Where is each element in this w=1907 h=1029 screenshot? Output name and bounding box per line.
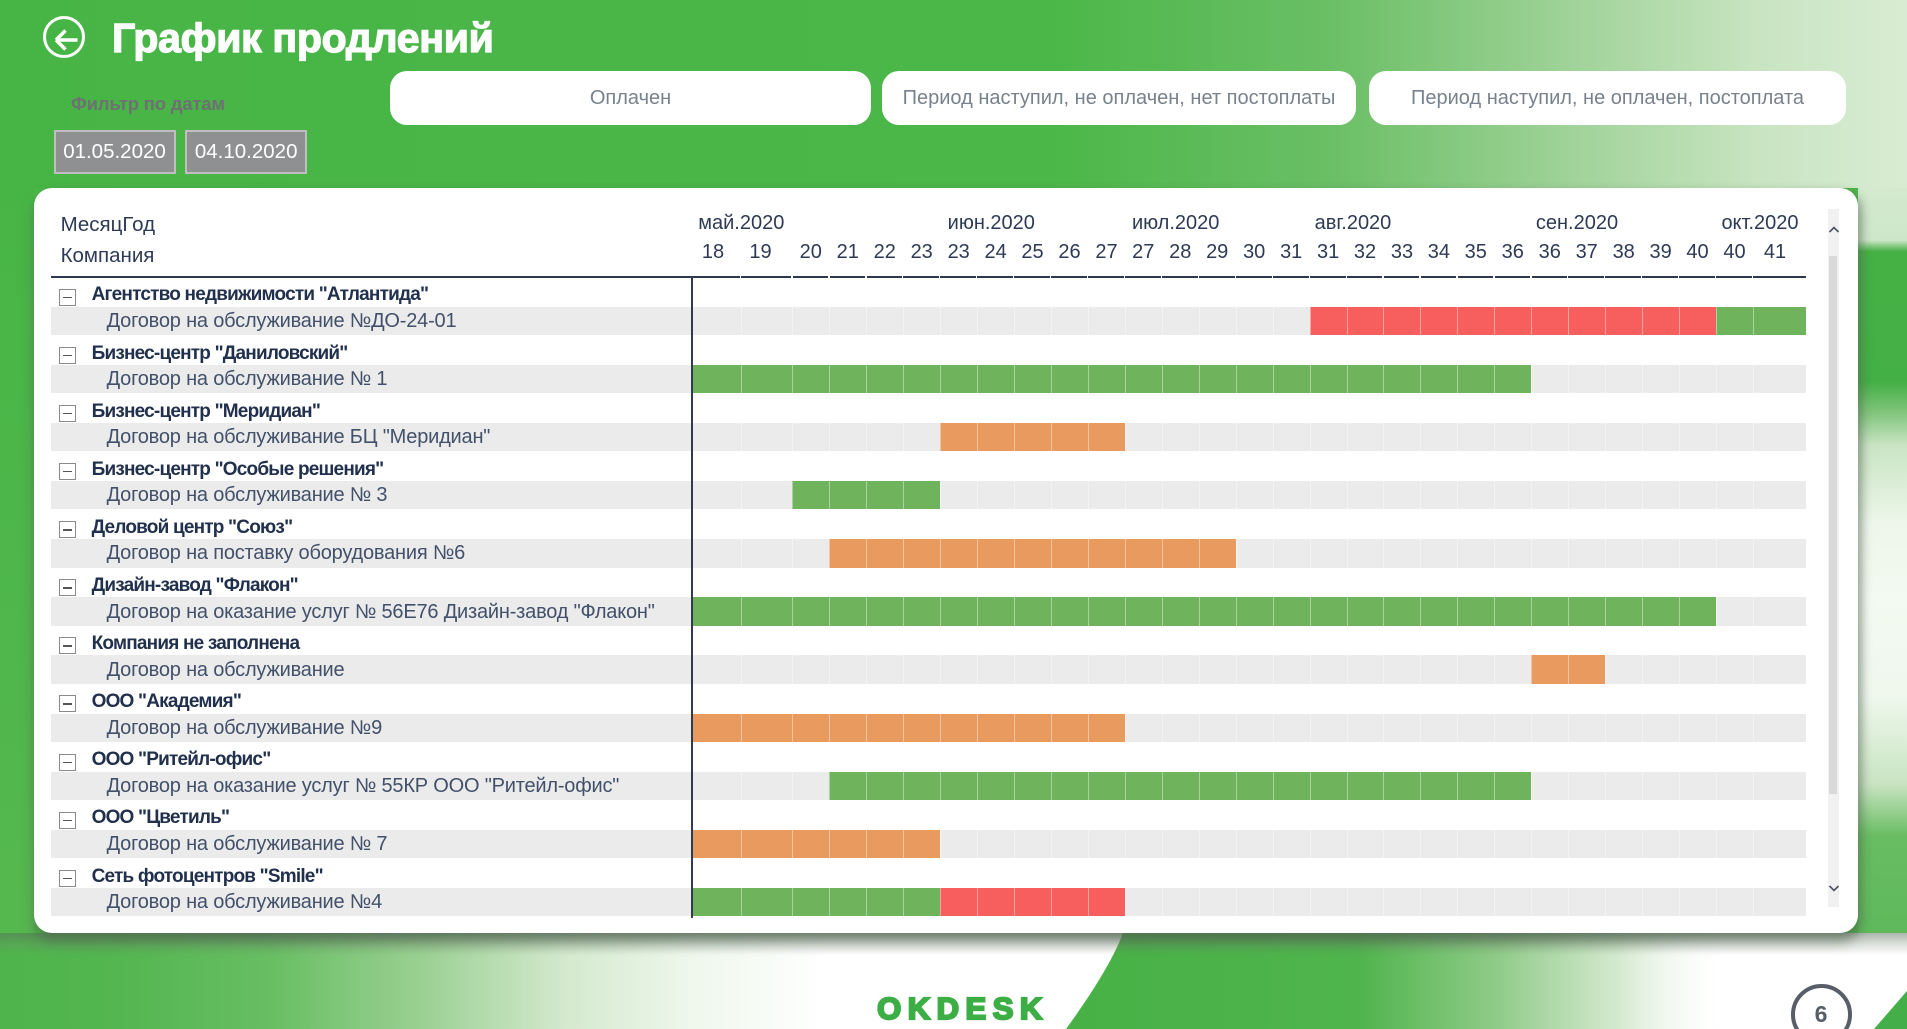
svg-text:OKDESK: OKDESK: [877, 992, 1049, 1026]
